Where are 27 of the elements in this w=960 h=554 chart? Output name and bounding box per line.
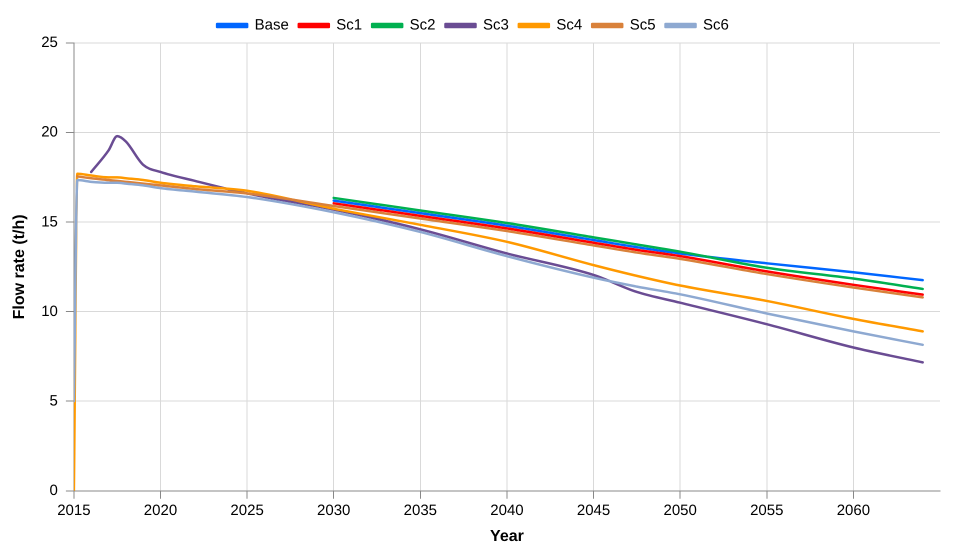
x-tick-label: 2030 (317, 502, 350, 519)
legend-label: Sc6 (703, 16, 729, 34)
line-series (76, 175, 924, 299)
x-tick-label: 2025 (230, 502, 264, 519)
x-axis-title: Year (490, 528, 524, 545)
legend-label: Sc5 (630, 16, 656, 34)
line-series (74, 178, 924, 402)
y-tick-label: 20 (41, 124, 58, 141)
y-axis-title: Flow rate (t/h) (11, 214, 28, 320)
x-tick-label: 2045 (576, 502, 610, 519)
y-tick-label: 25 (41, 34, 58, 52)
x-tick-label: 2060 (836, 502, 870, 519)
x-tick-label: 2050 (663, 502, 697, 519)
legend-label: Sc1 (336, 16, 362, 34)
x-tick-label: 2020 (144, 502, 178, 519)
legend-label: Base (254, 16, 289, 34)
x-tick-label: 2055 (750, 502, 784, 519)
y-tick-label: 5 (50, 392, 58, 410)
y-tick-label: 10 (41, 302, 58, 320)
x-tick-label: 2015 (57, 502, 91, 519)
legend-label: Sc3 (483, 16, 509, 34)
legend-label: Sc2 (410, 16, 436, 34)
legend-label: Sc4 (556, 16, 582, 34)
y-tick-label: 15 (41, 213, 58, 230)
x-tick-label: 2040 (490, 502, 524, 519)
x-tick-label: 2035 (404, 502, 438, 519)
y-tick-label: 0 (50, 482, 58, 499)
